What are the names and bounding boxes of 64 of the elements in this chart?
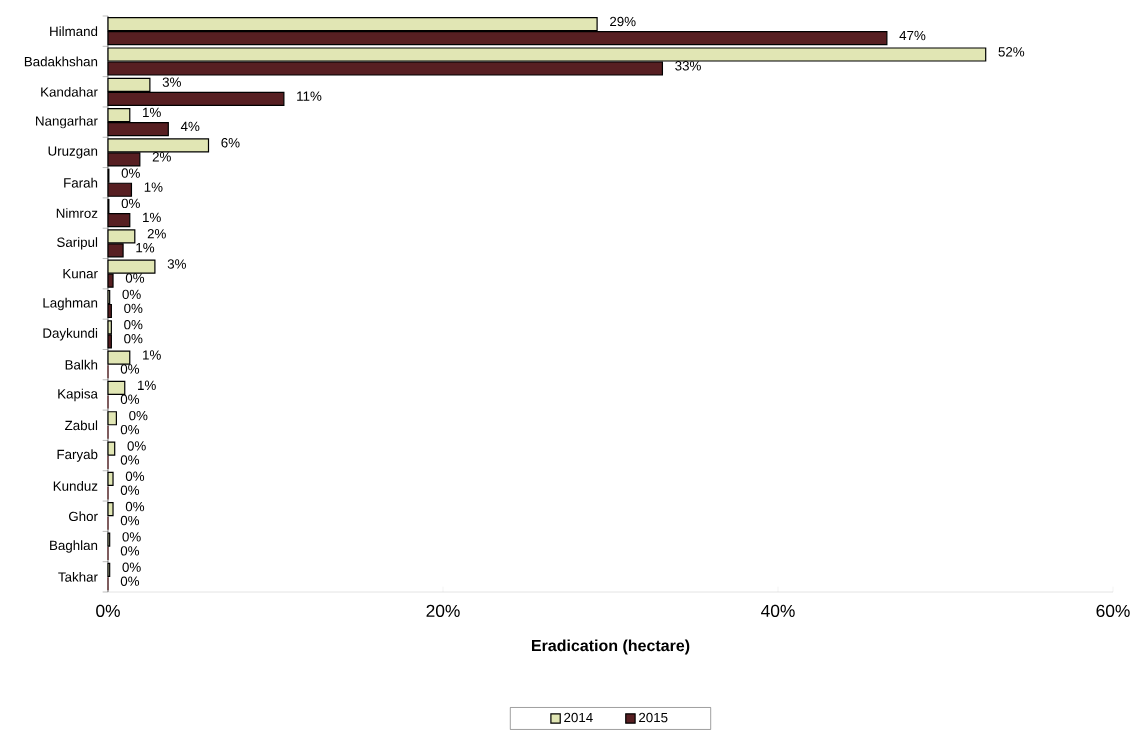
y-tick-label: Uruzgan xyxy=(48,146,98,159)
y-tick-label: Saripul xyxy=(57,237,98,250)
y-tick-label: Nangarhar xyxy=(36,115,98,129)
y-tick-label: Takhar xyxy=(58,571,98,582)
y-tick-label: Balkh xyxy=(65,359,98,370)
data-label: 52% xyxy=(998,47,1025,57)
data-label: 0% xyxy=(127,441,146,451)
legend-label: 2015 xyxy=(639,712,668,723)
data-label: 2% xyxy=(147,229,166,239)
data-label: 1% xyxy=(143,350,161,360)
x-tick-label: 40% xyxy=(761,604,795,617)
data-label: 0% xyxy=(125,471,145,481)
data-label: 6% xyxy=(221,138,240,148)
y-tick-label: Faryab xyxy=(57,449,98,462)
x-axis-title: Eradication (hectare) xyxy=(531,639,690,655)
x-tick-label: 60% xyxy=(1096,604,1130,617)
data-label: 29% xyxy=(610,16,636,27)
y-tick-label: Nimroz xyxy=(56,208,98,218)
data-label: 33% xyxy=(675,61,701,71)
y-tick-label: Hilmand xyxy=(50,26,98,37)
y-tick-label: Baghlan xyxy=(50,540,98,553)
data-label: 0% xyxy=(124,333,143,344)
data-label: 1% xyxy=(138,380,156,390)
y-tick-label: Daykundi xyxy=(43,328,98,341)
y-tick-label: Kunduz xyxy=(53,481,98,491)
data-label: 0% xyxy=(125,501,145,512)
data-label: 0% xyxy=(122,289,141,300)
legend-label: 2014 xyxy=(564,712,593,723)
y-tick-label: Kandahar xyxy=(41,86,98,97)
data-label: 0% xyxy=(124,303,143,314)
data-label: 0% xyxy=(120,515,140,526)
data-label: 0% xyxy=(122,562,141,572)
data-label: 11% xyxy=(297,91,322,101)
data-label: 0% xyxy=(129,410,148,421)
y-tick-label: Ghor xyxy=(68,511,98,522)
y-tick-label: Kunar xyxy=(63,269,98,279)
data-label: 0% xyxy=(120,576,140,586)
data-label: 0% xyxy=(125,273,145,283)
y-tick-label: Laghman xyxy=(43,297,98,311)
x-tick-label: 0% xyxy=(96,604,120,617)
data-label: 0% xyxy=(124,319,143,330)
data-label: 4% xyxy=(180,121,200,132)
data-label: 0% xyxy=(122,532,141,542)
data-label: 0% xyxy=(120,455,140,465)
y-tick-label: Kapisa xyxy=(58,388,98,402)
data-label: 0% xyxy=(120,485,140,495)
y-tick-label: Badakhshan xyxy=(24,56,98,67)
data-label: 0% xyxy=(120,546,140,556)
data-label: 0% xyxy=(121,168,140,178)
data-label: 0% xyxy=(121,198,140,209)
data-label: 0% xyxy=(120,364,140,374)
x-tick-label: 20% xyxy=(426,604,460,617)
data-label: 3% xyxy=(167,259,186,269)
data-label: 3% xyxy=(162,77,181,87)
y-tick-label: Farah xyxy=(64,177,98,188)
data-label: 1% xyxy=(143,212,161,223)
data-label: 1% xyxy=(136,243,155,253)
data-label: 0% xyxy=(120,394,140,405)
data-label: 0% xyxy=(120,424,140,435)
data-label: 1% xyxy=(143,107,161,118)
y-tick-label: Zabul xyxy=(65,420,98,431)
data-label: 2% xyxy=(152,152,171,162)
data-label: 1% xyxy=(144,182,163,192)
data-label: 47% xyxy=(899,30,926,41)
